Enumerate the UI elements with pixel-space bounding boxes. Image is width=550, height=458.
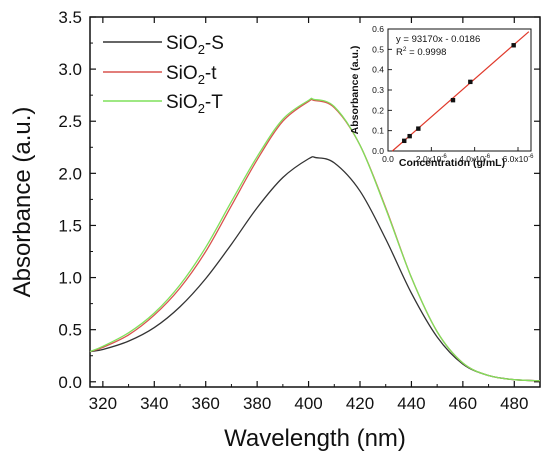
inset-y-axis-title: Absorbance (a.u.) <box>349 46 361 135</box>
inset-data-point <box>450 97 456 103</box>
inset-y-tick-label: 0.3 <box>372 85 384 95</box>
y-tick-label: 0.5 <box>58 321 82 340</box>
y-tick-label: 1.5 <box>58 216 82 235</box>
y-tick-label: 3.0 <box>58 60 82 79</box>
inset-series-group <box>391 31 530 152</box>
inset-x-tick-label: 4.0x10-6 <box>459 154 491 164</box>
y-axis-title: Absorbance (a.u.) <box>9 107 36 298</box>
x-tick-label: 480 <box>500 394 528 413</box>
x-axis-title: Wavelength (nm) <box>224 425 406 452</box>
inset-r-squared: R2 = 0.9998 <box>396 46 446 58</box>
inset-x-tick-label: 0.0 <box>382 154 394 164</box>
inset-data-point <box>416 126 421 131</box>
inset-fit-line <box>391 31 530 152</box>
y-tick-label: 2.5 <box>58 112 82 131</box>
main-series-group <box>89 97 541 382</box>
inset-x-tick-label: 2.0x10-6 <box>416 154 448 164</box>
inset-data-point <box>511 43 516 48</box>
inset-x-tick-label: 6.0x10-6 <box>503 154 535 164</box>
x-tick-label: 400 <box>294 394 322 413</box>
inset-y-tick-label: 0.4 <box>372 65 384 75</box>
x-tick-label: 460 <box>449 394 477 413</box>
legend-label-sio2-t-lower: SiO2-t <box>166 63 217 87</box>
inset-plot-frame <box>387 28 532 152</box>
x-tick-label: 380 <box>243 394 271 413</box>
inset-y-tick-label: 0.2 <box>372 105 384 115</box>
inset-y-tick-label: 0.6 <box>372 24 384 34</box>
y-tick-label: 1.0 <box>58 269 82 288</box>
y-tick-label: 0.0 <box>58 373 82 392</box>
inset-fit-equation: y = 93170x - 0.0186 <box>396 34 480 45</box>
inset-data-point <box>402 138 407 144</box>
series-line-sio2-s <box>89 156 541 382</box>
x-tick-label: 420 <box>346 394 374 413</box>
inset-y-tick-label: 0.5 <box>372 44 384 54</box>
x-tick-label: 440 <box>397 394 425 413</box>
legend-label-sio2-t-upper: SiO2-T <box>166 92 223 116</box>
y-tick-label: 3.5 <box>58 8 82 27</box>
inset-y-tick-label: 0.0 <box>372 146 384 156</box>
inset-x-axis-title: Concentration (g/mL) <box>399 157 505 169</box>
legend: SiO2-S SiO2-t SiO2-T <box>103 33 224 116</box>
inset-data-point <box>468 79 473 85</box>
y-tick-label: 2.0 <box>58 164 82 183</box>
x-tick-label: 340 <box>140 394 168 413</box>
inset-y-tick-label: 0.1 <box>372 126 384 136</box>
x-tick-label: 360 <box>192 394 220 413</box>
inset-data-point <box>407 133 412 139</box>
legend-label-sio2-s: SiO2-S <box>166 33 224 57</box>
series-line-sio2-t-upper <box>89 97 541 382</box>
x-tick-label: 320 <box>89 394 117 413</box>
inset-axis-ticks: 0.0 2.0x10-6 4.0x10-6 6.0x10-6 0.0 0.1 0.2 0.3 0… <box>372 24 534 164</box>
main-axis-ticks: 320 340 360 380 400 420 440 460 480 0.0 0.5 1.0 1.5 2… <box>58 8 540 413</box>
